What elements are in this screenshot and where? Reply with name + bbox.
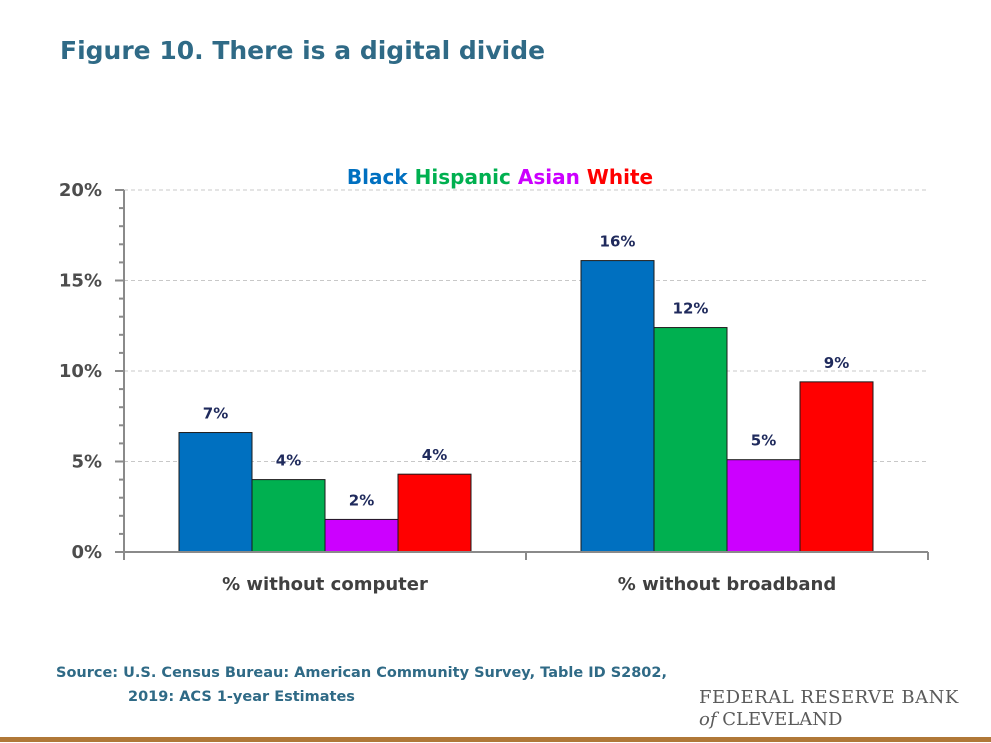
y-tick-label: 20% — [59, 180, 102, 201]
bar-hispanic-2 — [653, 327, 728, 553]
data-label-asian-2: 5% — [751, 432, 776, 450]
legend-entry-hispanic: Hispanic — [408, 165, 511, 189]
bar-hispanic-1 — [251, 479, 326, 553]
figure-title: Figure 10. There is a digital divide — [60, 36, 546, 65]
axes — [115, 189, 929, 560]
y-tick-label: 15% — [59, 271, 102, 292]
source-line-2: 2019: ACS 1-year Estimates — [128, 689, 355, 705]
bar-black-2 — [580, 260, 655, 553]
bar-chart: 0%5%10%15%20% % without computer% withou… — [59, 165, 929, 595]
logo-of: of — [699, 709, 717, 730]
data-label-hispanic-2: 12% — [673, 300, 709, 318]
legend-entry-black: Black — [347, 165, 408, 189]
y-tick-label: 5% — [71, 452, 102, 473]
data-labels: 7% 4% 2% 4% 16% 12% 5% 9% — [203, 233, 849, 510]
category-label: % without broadband — [618, 574, 836, 595]
bar-black-1 — [178, 432, 253, 553]
legend-entry-asian: Asian — [511, 165, 580, 189]
bars — [178, 260, 874, 553]
data-label-hispanic-1: 4% — [276, 452, 301, 470]
y-tick-label: 10% — [59, 361, 102, 382]
source-line-1: Source: U.S. Census Bureau: American Com… — [56, 665, 667, 681]
source-note: Source: U.S. Census Bureau: American Com… — [56, 661, 667, 709]
category-labels: % without computer % without broadband — [222, 574, 836, 595]
data-label-white-2: 9% — [824, 354, 849, 372]
y-tick-labels: 0% 5% 10% 15% 20% — [59, 180, 102, 563]
gridlines — [124, 189, 928, 462]
logo-cleveland: CLEVELAND — [722, 709, 843, 730]
bar-white-2 — [799, 381, 874, 553]
bar-asian-1 — [324, 518, 399, 553]
data-label-asian-1: 2% — [349, 491, 374, 509]
footer-rule — [0, 737, 991, 742]
legend: Black Hispanic Asian White — [347, 165, 653, 189]
bar-asian-2 — [726, 459, 801, 553]
bar-white-1 — [397, 473, 472, 553]
data-label-white-1: 4% — [422, 446, 447, 464]
category-label: % without computer — [222, 574, 428, 595]
y-tick-label: 0% — [71, 542, 102, 563]
logo-line-2: of CLEVELAND — [699, 709, 959, 731]
data-label-black-1: 7% — [203, 405, 228, 423]
legend-entry-white: White — [580, 165, 653, 189]
federal-reserve-logo: FEDERAL RESERVE BANK of CLEVELAND — [699, 687, 959, 731]
data-label-black-2: 16% — [600, 233, 636, 251]
logo-line-1: FEDERAL RESERVE BANK — [699, 687, 959, 708]
